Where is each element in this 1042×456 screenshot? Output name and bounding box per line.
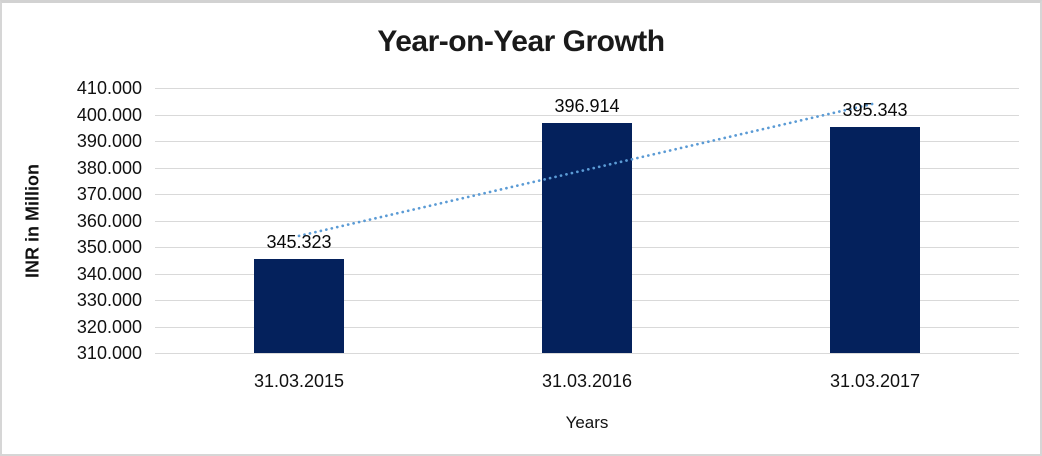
y-axis-tick-labels: 410.000 400.000 390.000 380.000 370.000 360.0… — [2, 78, 142, 363]
bar — [830, 126, 920, 353]
gridline — [155, 353, 1019, 354]
bar-value-label: 395.343 — [842, 99, 908, 120]
bar-value-label: 396.914 — [554, 95, 620, 116]
gridline — [155, 88, 1019, 89]
bar-value-label: 345.323 — [266, 232, 332, 253]
y-tick-label: 380.000 — [76, 157, 142, 178]
x-axis-tick-labels: 31.03.2015 31.03.2016 31.03.2017 — [155, 371, 1019, 395]
x-tick-label: 31.03.2017 — [829, 371, 921, 391]
y-tick-label: 390.000 — [76, 131, 142, 151]
x-tick-label: 31.03.2016 — [541, 371, 633, 391]
x-tick-label: 31.03.2015 — [253, 371, 345, 391]
x-axis-title: Years — [565, 413, 609, 432]
y-tick-label: 310.000 — [76, 343, 142, 363]
y-tick-label: 330.000 — [76, 290, 142, 310]
bar — [542, 122, 632, 353]
chart-title: Year-on-Year Growth — [377, 25, 665, 58]
y-tick-label: 370.000 — [76, 184, 142, 204]
bar — [254, 259, 344, 353]
y-tick-label: 340.000 — [76, 263, 142, 284]
y-tick-label: 400.000 — [76, 104, 142, 125]
y-tick-label: 350.000 — [76, 237, 142, 257]
y-tick-label: 360.000 — [76, 210, 142, 231]
plot-area: 345.323 396.914 395.343 — [155, 88, 1019, 354]
y-tick-label: 320.000 — [76, 316, 142, 337]
y-tick-label: 410.000 — [76, 78, 142, 98]
